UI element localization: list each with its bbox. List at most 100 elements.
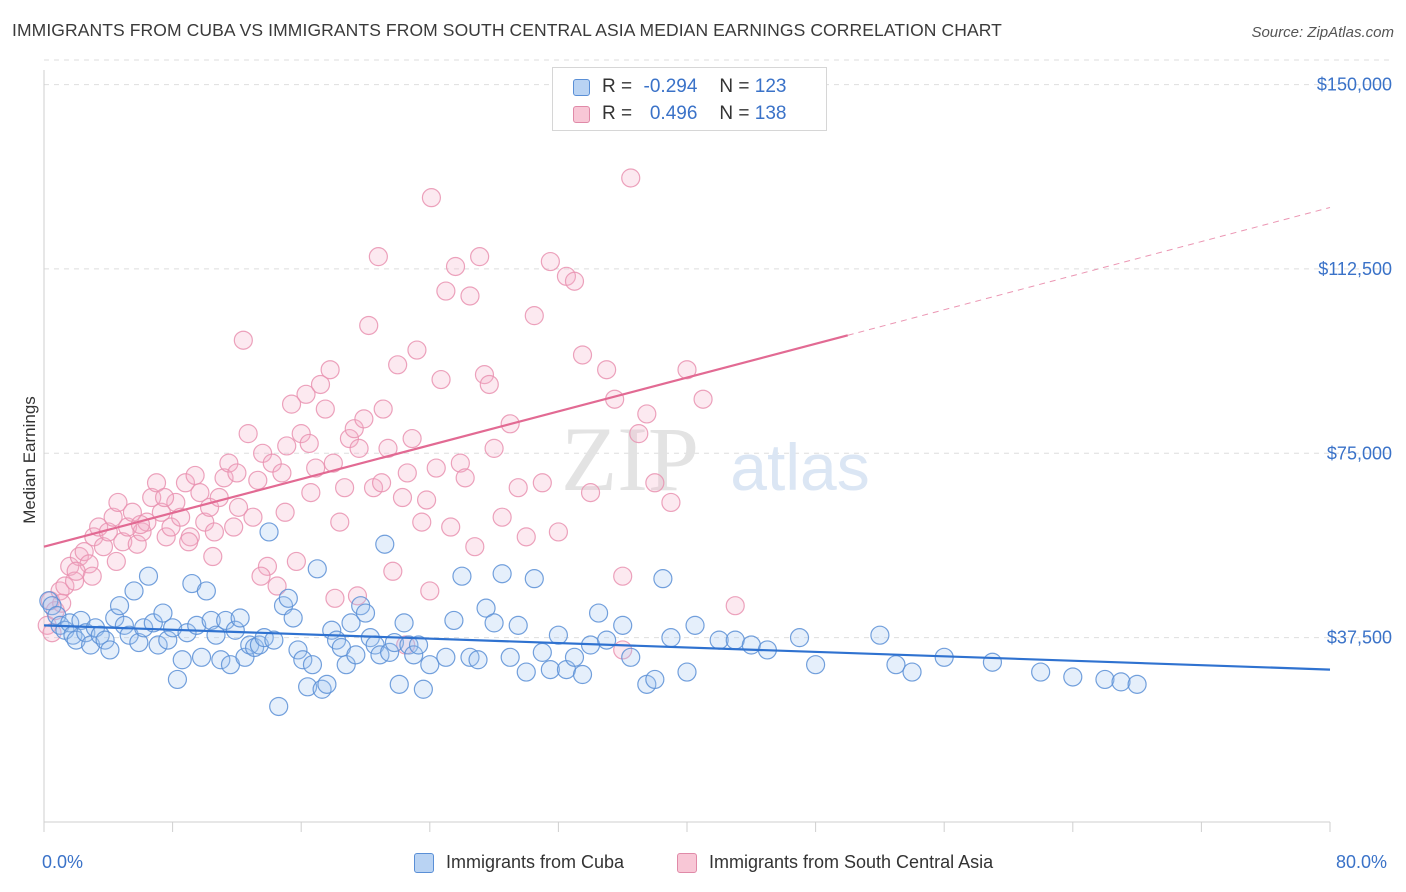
point-south-central-asia <box>637 404 657 424</box>
point-cuba <box>805 655 826 675</box>
point-south-central-asia <box>383 561 403 581</box>
point-cuba <box>148 635 168 655</box>
point-south-central-asia <box>130 514 151 535</box>
point-cuba <box>1095 669 1115 690</box>
point-south-central-asia <box>214 468 234 488</box>
point-south-central-asia <box>484 438 504 458</box>
point-south-central-asia <box>613 566 633 586</box>
point-south-central-asia <box>524 306 544 326</box>
point-cuba <box>413 679 433 699</box>
point-cuba <box>355 603 376 623</box>
point-cuba <box>653 569 673 589</box>
source-note: Source: ZipAtlas.com <box>1251 24 1394 41</box>
y-tick-label: $112,500 <box>1318 259 1392 279</box>
point-south-central-asia <box>224 517 244 537</box>
point-cuba <box>307 559 327 579</box>
point-south-central-asia <box>344 419 364 439</box>
point-cuba <box>172 650 192 670</box>
point-cuba <box>548 625 569 645</box>
point-south-central-asia <box>238 424 258 444</box>
point-cuba <box>66 630 86 650</box>
point-south-central-asia <box>407 340 427 360</box>
point-south-central-asia <box>132 522 152 542</box>
point-cuba <box>597 630 617 650</box>
point-south-central-asia <box>185 465 205 486</box>
point-south-central-asia <box>306 458 326 478</box>
point-cuba <box>230 608 250 628</box>
point-cuba <box>564 647 585 667</box>
point-south-central-asia <box>106 551 126 572</box>
point-cuba <box>982 652 1003 672</box>
point-south-central-asia <box>436 281 456 301</box>
legend-n-value-south-central-asia: 138 <box>754 103 787 124</box>
point-cuba <box>1063 667 1083 687</box>
point-cuba <box>500 647 520 667</box>
point-cuba <box>420 655 440 675</box>
point-south-central-asia <box>492 507 512 527</box>
point-cuba <box>163 618 183 638</box>
point-cuba <box>709 630 729 650</box>
point-cuba <box>886 655 906 675</box>
point-south-central-asia <box>450 453 470 473</box>
point-cuba <box>677 662 697 682</box>
point-south-central-asia <box>286 551 306 572</box>
point-south-central-asia <box>320 360 340 380</box>
point-south-central-asia <box>301 483 321 503</box>
point-cuba <box>532 642 552 662</box>
point-south-central-asia <box>421 188 442 208</box>
legend-n-value-cuba: 123 <box>754 76 787 97</box>
point-cuba <box>572 664 593 685</box>
legend-label-south-central-asia: Immigrants from South Central Asia <box>709 852 994 872</box>
point-south-central-asia <box>93 537 114 557</box>
point-cuba <box>741 635 761 655</box>
series-legend: Immigrants from Cuba Immigrants from Sou… <box>0 852 1406 878</box>
point-south-central-asia <box>371 473 392 493</box>
point-cuba <box>317 674 337 694</box>
point-south-central-asia <box>354 409 374 429</box>
point-south-central-asia <box>310 374 331 395</box>
point-south-central-asia <box>175 473 196 493</box>
point-south-central-asia <box>323 453 343 473</box>
point-cuba <box>158 630 178 650</box>
point-south-central-asia <box>508 478 528 498</box>
point-cuba <box>444 610 464 631</box>
point-cuba <box>177 623 197 643</box>
point-cuba <box>1127 674 1147 694</box>
point-south-central-asia <box>325 588 345 608</box>
watermark-zip: ZIP <box>561 408 699 510</box>
grid-lines <box>44 59 1392 639</box>
point-cuba <box>621 647 641 667</box>
point-cuba <box>283 608 303 628</box>
point-cuba <box>902 662 922 682</box>
point-cuba <box>269 696 289 717</box>
point-cuba <box>452 566 472 586</box>
axes <box>43 70 1331 832</box>
point-cuba <box>288 640 308 660</box>
legend-n-label: N = <box>719 76 750 97</box>
point-cuba <box>1031 662 1051 682</box>
point-cuba <box>114 615 134 635</box>
point-south-central-asia <box>209 487 229 508</box>
point-south-central-asia <box>179 532 199 552</box>
legend-row-south-central-asia: R = 0.496 N = 138 <box>573 103 786 125</box>
legend-swatch-cuba <box>414 852 434 873</box>
point-south-central-asia <box>397 463 417 483</box>
point-south-central-asia <box>564 271 585 291</box>
point-cuba <box>216 610 236 631</box>
point-south-central-asia <box>315 399 335 419</box>
point-cuba <box>516 662 536 682</box>
point-cuba <box>484 613 504 633</box>
point-south-central-asia <box>548 522 569 542</box>
point-south-central-asia <box>420 581 440 601</box>
point-cuba <box>870 625 890 645</box>
point-south-central-asia <box>470 247 490 267</box>
legend-swatch-cuba <box>573 78 590 96</box>
point-south-central-asia <box>161 517 181 537</box>
point-south-central-asia <box>204 522 224 542</box>
point-south-central-asia <box>532 473 552 493</box>
point-cuba <box>725 630 745 650</box>
point-cuba <box>460 647 480 667</box>
legend-item-cuba: Immigrants from Cuba <box>414 852 624 873</box>
point-south-central-asia <box>597 360 617 380</box>
